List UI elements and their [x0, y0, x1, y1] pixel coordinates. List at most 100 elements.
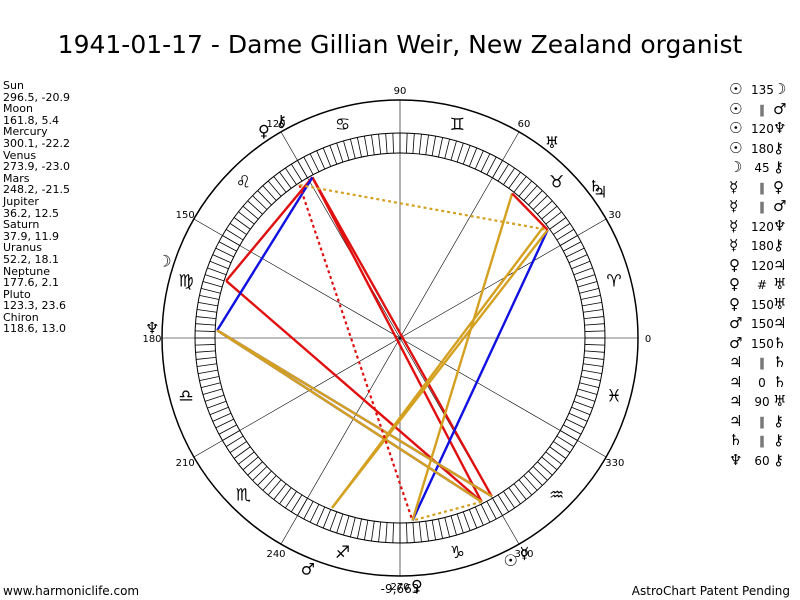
planet-name-chiron: Chiron — [3, 310, 39, 324]
degree-tick — [571, 406, 591, 416]
aspect-planet-b-icon: ⚷ — [773, 236, 784, 254]
aspect-planet-a-icon: ♂ — [729, 314, 743, 332]
degree-tick — [584, 344, 605, 346]
degree-tick — [229, 223, 247, 235]
degree-tick — [204, 394, 225, 402]
degree-tick — [257, 470, 272, 486]
planet-jupiter-icon: ♃ — [593, 183, 607, 202]
zodiac-sign-icon: ♏ — [236, 486, 251, 506]
degree-tick — [545, 211, 562, 225]
aspect-line — [216, 329, 493, 498]
degree-tick — [343, 140, 350, 161]
aspect-planet-a-icon: ☿ — [729, 177, 739, 196]
degree-tick — [571, 260, 591, 270]
planet-name-saturn: Saturn — [3, 218, 40, 232]
zodiac-sign-icon: ♑ — [450, 543, 465, 563]
aspect-angle: ∥ — [759, 356, 765, 370]
degree-tick — [199, 376, 220, 382]
degree-label: 300 — [514, 549, 533, 560]
zodiac-sign-icon: ♋ — [335, 115, 350, 135]
planet-venus-icon: ♀ — [411, 576, 423, 595]
degree-tick — [238, 451, 255, 465]
degree-tick — [356, 518, 362, 539]
aspect-planet-b-icon: ♃ — [773, 314, 787, 332]
degree-tick — [215, 247, 234, 258]
aspect-planet-a-icon: ☿ — [729, 216, 739, 235]
degree-tick — [385, 133, 388, 154]
aspect-planet-a-icon: ♀ — [729, 294, 740, 313]
degree-tick — [316, 150, 326, 170]
degree-tick — [582, 302, 602, 307]
division-spoke — [399, 131, 520, 339]
aspect-planet-b-icon: ⚷ — [773, 138, 784, 157]
degree-tick — [207, 267, 227, 276]
degree-tick — [580, 376, 601, 382]
degree-tick — [233, 217, 251, 230]
degree-tick — [425, 521, 429, 542]
planet-position-pluto: 123.3, 23.6 — [3, 299, 66, 313]
aspect-planet-a-icon: ☉ — [729, 99, 743, 118]
aspect-planet-b-icon: ♄ — [773, 372, 787, 391]
degree-tick — [199, 294, 220, 300]
aspect-angle: 45 — [754, 161, 770, 175]
planet-name-mercury: Mercury — [3, 125, 48, 139]
degree-tick — [566, 418, 585, 429]
aspect-row: ♃ 0 ♄ — [729, 373, 786, 393]
aspect-angle: ∥ — [759, 102, 765, 117]
degree-tick — [584, 330, 605, 332]
degree-tick — [229, 441, 247, 453]
degree-tick — [566, 247, 585, 258]
degree-tick — [364, 136, 369, 156]
aspect-planet-b-icon: ⚷ — [773, 158, 784, 176]
aspect-row: ☽ 45 ⚷ — [729, 158, 786, 178]
degree-tick — [503, 491, 515, 509]
aspect-angle: ∥ — [759, 414, 765, 429]
degree-tick — [575, 274, 596, 282]
degree-tick — [350, 517, 356, 538]
degree-tick — [385, 522, 388, 543]
aspect-line — [298, 184, 414, 521]
degree-tick — [343, 515, 350, 536]
degree-tick — [583, 316, 604, 320]
degree-tick — [406, 133, 408, 154]
aspect-row: ♃ ∥ ♄ — [729, 353, 786, 373]
zodiac-sign-icon: ♒ — [549, 486, 564, 506]
degree-tick — [444, 517, 450, 538]
aspect-angle: 90 — [754, 395, 770, 409]
degree-tick — [444, 138, 450, 159]
degree-tick — [242, 205, 259, 220]
aspect-angle: 0 — [758, 375, 766, 390]
degree-tick — [412, 522, 415, 543]
degree-tick — [508, 171, 521, 189]
aspect-line — [299, 183, 548, 232]
aspect-planet-a-icon: ♀ — [729, 275, 740, 293]
planet-name-uranus: Uranus — [3, 241, 42, 255]
degree-tick — [378, 521, 382, 542]
degree-tick — [198, 302, 218, 307]
degree-tick — [431, 136, 436, 156]
degree-tick — [583, 356, 604, 360]
aspect-planet-b-icon: ♂ — [773, 197, 787, 215]
planet-name-jupiter: Jupiter — [3, 194, 39, 208]
degree-tick — [523, 185, 538, 201]
degree-tick — [195, 323, 216, 326]
planet-position-sun: 296.5, -20.9 — [3, 90, 70, 104]
aspect-planet-a-icon: ♃ — [729, 411, 743, 430]
planet-position-saturn: 37.9, 11.9 — [3, 229, 59, 243]
degree-tick — [480, 504, 491, 523]
degree-tick — [573, 400, 593, 409]
degree-tick — [204, 274, 225, 282]
aspect-angle: 180 — [751, 239, 774, 253]
aspect-planet-a-icon: ♃ — [729, 392, 743, 410]
degree-tick — [532, 466, 548, 481]
degree-label: 150 — [176, 210, 195, 221]
degree-tick — [378, 134, 382, 155]
aspect-line — [225, 176, 314, 282]
degree-tick — [198, 369, 218, 374]
degree-tick — [468, 147, 478, 167]
degree-tick — [267, 479, 282, 496]
aspect-planet-a-icon: ☉ — [729, 138, 743, 157]
aspect-row: ☉ 180⚷ — [729, 139, 786, 159]
planet-moon-icon: ☽ — [157, 252, 171, 271]
